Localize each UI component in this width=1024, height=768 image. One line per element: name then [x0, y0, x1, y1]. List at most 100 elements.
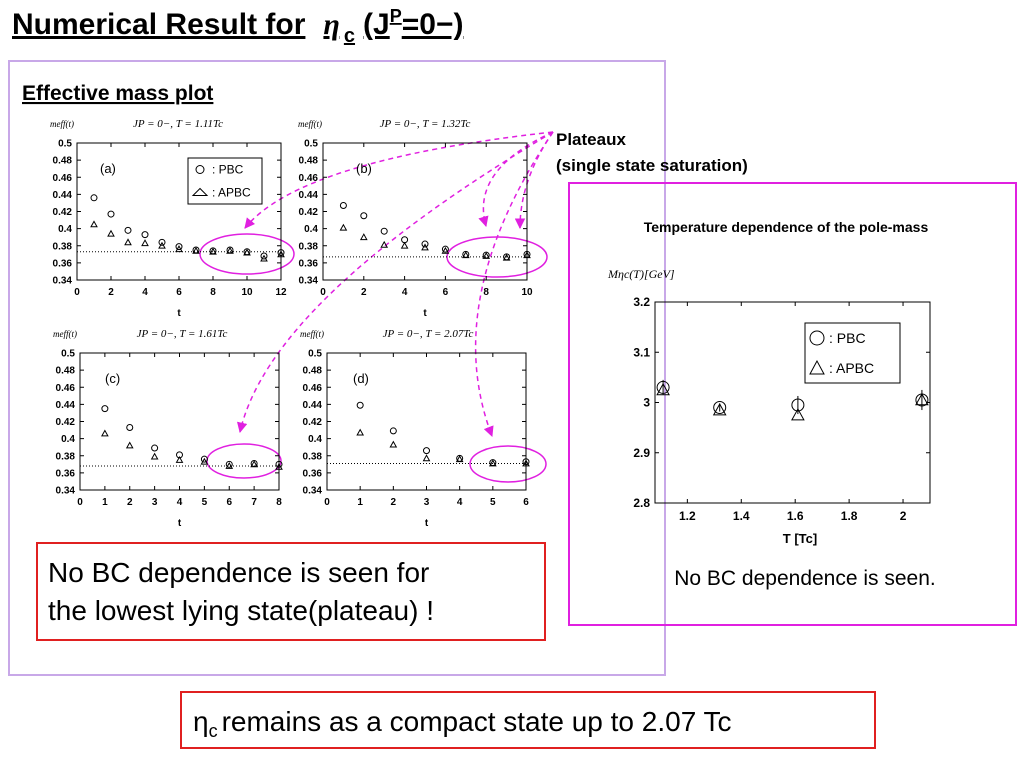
- y-tick-label: 0.34: [56, 486, 76, 497]
- x-tick-label: 2: [361, 287, 367, 298]
- y-tick-label: 0.5: [61, 349, 75, 360]
- x-tick-label: 0: [77, 497, 83, 508]
- x-tick-label: 1: [357, 497, 363, 508]
- data-point: [359, 233, 368, 241]
- data-point: [482, 251, 491, 259]
- panel-label: (c): [105, 371, 120, 386]
- legend-marker: [809, 330, 825, 346]
- conclusion-box: [180, 691, 876, 749]
- data-point: [656, 382, 670, 396]
- y-tick-label: 2.8: [633, 496, 650, 510]
- x-tick-label: 0: [324, 497, 330, 508]
- data-point: [441, 246, 450, 254]
- x-tick-label: 2: [900, 509, 907, 523]
- data-point: [656, 380, 670, 394]
- x-tick-label: 2: [127, 497, 133, 508]
- note: No BC dependence is seen for: [48, 557, 429, 588]
- y-tick-label: 0.34: [303, 486, 323, 497]
- x-tick-label: 8: [276, 497, 282, 508]
- conclusion-sub: c: [209, 721, 218, 741]
- y-tick-label: 0.38: [56, 451, 76, 462]
- data-point: [380, 227, 388, 235]
- plot-frame: [322, 142, 528, 281]
- data-point: [125, 441, 134, 449]
- data-point: [275, 460, 283, 468]
- y-tick-label: 0.38: [303, 451, 323, 462]
- data-point: [339, 202, 347, 210]
- y-tick-label: 0.4: [304, 224, 318, 235]
- title-symbol: η: [323, 8, 339, 41]
- data-point: [791, 408, 805, 421]
- data-point: [380, 240, 389, 248]
- x-tick-label: 7: [251, 497, 257, 508]
- chart-title: JP = 0−, T = 1.11Tc: [133, 118, 223, 130]
- conclusion-text: remains as a compact state up to 2.07 Tc: [222, 706, 732, 737]
- y-axis-label: meff(t): [53, 329, 77, 339]
- data-point: [107, 210, 115, 218]
- data-point: [421, 240, 429, 248]
- x-tick-label: 6: [443, 287, 449, 298]
- x-tick-label: 3: [152, 497, 158, 508]
- data-point: [791, 398, 805, 412]
- y-tick-label: 0.48: [303, 366, 323, 377]
- y-axis-label: Mηc(T)[GeV]: [607, 267, 675, 281]
- y-axis-label: meff(t): [50, 119, 74, 129]
- data-point: [422, 454, 431, 462]
- x-tick-label: 5: [202, 497, 208, 508]
- legend-marker: [809, 359, 825, 375]
- y-tick-label: 0.48: [56, 366, 76, 377]
- arrow: [236, 131, 554, 434]
- data-point: [192, 246, 200, 254]
- data-point: [90, 220, 98, 228]
- data-point: [260, 254, 268, 262]
- y-axis-label: meff(t): [298, 119, 322, 129]
- data-point: [455, 455, 464, 463]
- x-axis-label: t: [177, 308, 181, 319]
- title-sup: P: [390, 6, 402, 26]
- data-point: [277, 249, 285, 257]
- data-point: [441, 245, 449, 253]
- title-close: =0−): [402, 8, 464, 41]
- data-point: [225, 461, 234, 469]
- data-point: [124, 238, 132, 246]
- x-tick-label: 4: [142, 287, 148, 298]
- y-tick-label: 0.4: [308, 434, 322, 445]
- y-axis-label: meff(t): [300, 329, 324, 339]
- y-tick-label: 0.44: [303, 400, 323, 411]
- data-point: [175, 456, 184, 463]
- x-tick-label: 10: [521, 287, 533, 298]
- y-tick-label: 0.38: [53, 241, 73, 252]
- callout: Plateaux: [556, 130, 626, 149]
- y-tick-label: 0.48: [299, 156, 319, 167]
- y-tick-label: 0.5: [308, 349, 322, 360]
- plateau-ellipse: [206, 443, 282, 479]
- highlights: [199, 131, 554, 483]
- x-axis-label: t: [178, 518, 182, 529]
- data-point: [488, 459, 497, 467]
- y-tick-label: 0.46: [56, 383, 76, 394]
- conclusion-symbol: η: [193, 706, 209, 737]
- title-open: (J: [363, 8, 390, 41]
- x-tick-label: 0: [320, 287, 326, 298]
- x-tick-label: 0: [74, 287, 80, 298]
- y-tick-label: 0.42: [56, 417, 76, 428]
- x-tick-label: 1.4: [733, 509, 750, 523]
- x-tick-label: 4: [402, 287, 408, 298]
- x-tick-label: 8: [210, 287, 216, 298]
- chart-title: Temperature dependence of the pole-mass: [644, 219, 929, 235]
- data-point: [522, 459, 530, 467]
- arrow: [474, 131, 554, 437]
- x-tick-label: 4: [457, 497, 463, 508]
- y-tick-label: 0.38: [299, 241, 319, 252]
- data-point: [243, 248, 251, 256]
- slide-title: Numerical Result for η c (JP=0−): [12, 6, 463, 47]
- x-tick-label: 3: [424, 497, 430, 508]
- data-point: [107, 229, 115, 237]
- y-tick-label: 0.34: [53, 276, 73, 287]
- data-point: [90, 194, 98, 202]
- data-point: [158, 238, 166, 246]
- y-tick-label: 0.44: [299, 190, 319, 201]
- data-point: [126, 423, 134, 431]
- data-point: [461, 251, 470, 259]
- legend-label: : PBC: [829, 330, 866, 346]
